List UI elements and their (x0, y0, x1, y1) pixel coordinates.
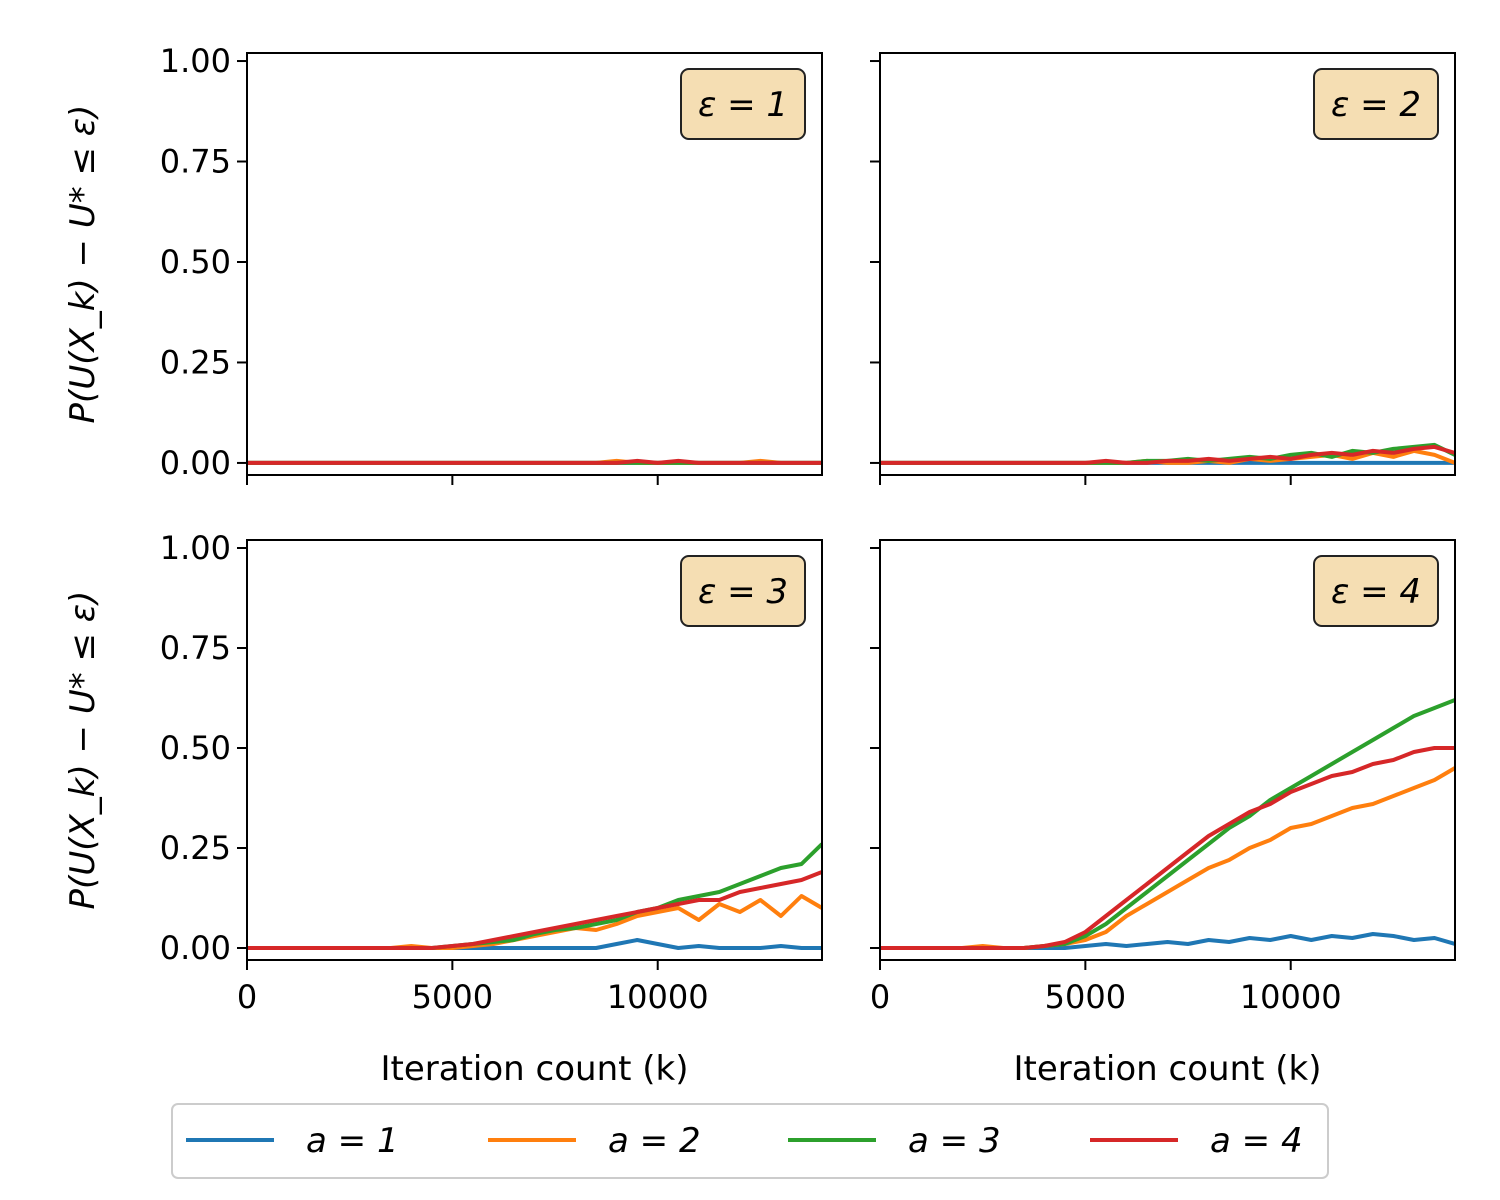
x-tick-label: 5000 (412, 978, 493, 1016)
y-tick-label: 0.00 (160, 444, 231, 482)
axes-frame (879, 52, 1456, 476)
epsilon-badge-label: ε = 1 (698, 85, 788, 125)
epsilon-badge (1313, 555, 1439, 627)
panel-3: 0.00 0.25 0.50 0.75 1.00 0 5000 10000 ε = 3 Itera… (63, 529, 823, 1089)
epsilon-badge (680, 68, 806, 140)
x-tick-label: 0 (237, 978, 257, 1016)
y-tick-label: 0.25 (160, 343, 231, 381)
epsilon-badge (680, 555, 806, 627)
y-tick-label: 1.00 (160, 529, 231, 567)
axes-frame (879, 539, 1456, 961)
y-tick-label: 0.50 (160, 729, 231, 767)
legend-label-1: a = 1 (306, 1121, 399, 1161)
y-axis-label: P(U(X_k) − U* ≤ ε) (63, 591, 103, 910)
series-line-a=4 (880, 746, 1455, 950)
series-line-a=4 (247, 458, 822, 465)
x-tick-label: 10000 (607, 978, 709, 1016)
y-axis-label: P(U(X_k) − U* ≤ ε) (63, 105, 103, 424)
panel-4: 0 5000 10000 ε = 4 Iteration count (k) (870, 539, 1456, 1089)
y-tick-label: 1.00 (160, 42, 231, 80)
legend-label-3: a = 3 (908, 1121, 1001, 1161)
legend: a = 1 a = 2 a = 3 a = 4 (171, 1103, 1329, 1179)
y-tick-label: 0.25 (160, 829, 231, 867)
legend-box (171, 1103, 1329, 1179)
legend-label-2: a = 2 (608, 1121, 701, 1161)
series-line-a=2 (880, 766, 1455, 950)
series-group (247, 458, 822, 465)
series-line-a=4 (880, 444, 1455, 465)
epsilon-badge-label: ε = 3 (698, 572, 788, 612)
panel-2: ε = 2 (870, 52, 1456, 485)
x-axis-label: Iteration count (k) (381, 1049, 689, 1089)
x-tick-label: 10000 (1240, 978, 1342, 1016)
y-tick-label: 0.75 (160, 629, 231, 667)
panel-1: 0.00 0.25 0.50 0.75 1.00 ε = 1 P(U(X_k) − U* ≤… (63, 42, 823, 485)
series-line-a=3 (880, 698, 1455, 950)
y-tick-label: 0.00 (160, 929, 231, 967)
series-group (880, 442, 1455, 465)
y-tick-label: 0.50 (160, 243, 231, 281)
axes-frame (246, 539, 823, 961)
x-tick-label: 0 (870, 978, 890, 1016)
series-group (247, 842, 822, 950)
y-tick-label: 0.75 (160, 143, 231, 181)
series-line-a=4 (247, 870, 822, 950)
x-tick-label: 5000 (1045, 978, 1126, 1016)
series-line-a=2 (247, 894, 822, 950)
legend-label-4: a = 4 (1210, 1121, 1303, 1161)
x-axis-label: Iteration count (k) (1014, 1049, 1322, 1089)
epsilon-badge (1313, 68, 1439, 140)
epsilon-badge-label: ε = 4 (1331, 572, 1421, 612)
series-group (880, 698, 1455, 950)
epsilon-badge-label: ε = 2 (1331, 85, 1421, 125)
axes-frame (246, 52, 823, 476)
